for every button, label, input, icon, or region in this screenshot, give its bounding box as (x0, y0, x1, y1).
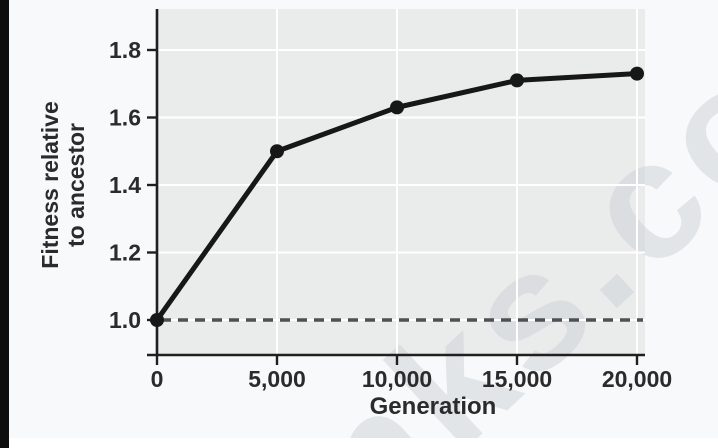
data-point (510, 73, 524, 88)
x-axis-label: Generation (370, 393, 497, 420)
x-tick-label: 5,000 (248, 366, 306, 392)
data-point (150, 313, 164, 327)
y-tick-label: 1.6 (109, 105, 141, 131)
x-tick-label: 0 (151, 366, 164, 392)
y-tick-label: 1.2 (109, 240, 141, 266)
scan-edge-bar (0, 0, 9, 448)
axes (147, 9, 645, 365)
y-tick-label: 1.8 (109, 37, 141, 63)
gridlines (157, 9, 645, 355)
x-tick-label: 10,000 (362, 366, 432, 392)
y-tick-label: 1.0 (109, 307, 141, 333)
data-series (150, 66, 644, 327)
tick-labels: 1.0 1.2 1.4 1.6 1.8 0 5,000 10,000 15,000 20,000 (109, 37, 672, 392)
x-tick-label: 15,000 (482, 366, 552, 392)
data-point (630, 66, 644, 81)
data-point (270, 144, 284, 159)
x-tick-label: 20,000 (602, 366, 672, 392)
y-axis-label-line1: Fitness relative (37, 101, 63, 268)
page-bottom-margin (9, 438, 718, 448)
data-point (390, 100, 404, 115)
y-axis-label-line2: to ancestor (63, 123, 89, 247)
y-tick-label: 1.4 (109, 172, 141, 198)
plot-area-background (157, 9, 645, 355)
